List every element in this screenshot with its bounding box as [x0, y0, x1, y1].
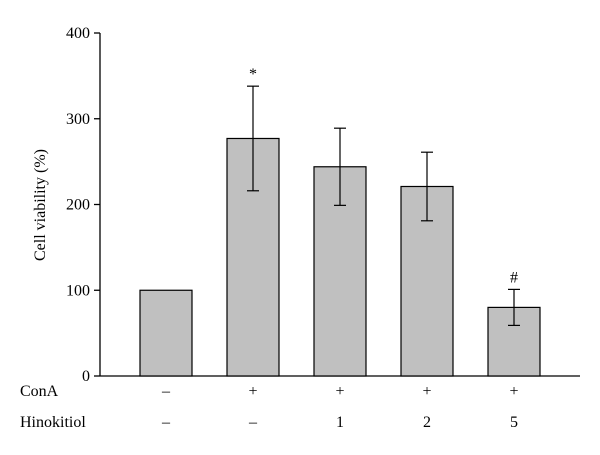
condition-value: +	[422, 383, 431, 400]
condition-value: –	[161, 414, 171, 431]
y-tick-label: 0	[82, 368, 90, 385]
condition-rows: ConA – + + + + Hinokitiol – – 1 2 5	[20, 383, 519, 431]
condition-label: Hinokitiol	[20, 414, 86, 431]
condition-value: –	[248, 414, 258, 431]
significance-marker: *	[249, 66, 257, 83]
y-tick-label: 300	[66, 111, 90, 128]
condition-value: –	[161, 383, 171, 400]
condition-value: 2	[423, 414, 431, 431]
y-tick-label: 200	[66, 197, 90, 214]
significance-marker: #	[510, 269, 518, 286]
bar	[139, 289, 193, 377]
y-tick-label: 400	[66, 25, 90, 42]
condition-value: +	[509, 383, 518, 400]
condition-label: ConA	[20, 383, 59, 400]
condition-value: +	[248, 383, 257, 400]
condition-value: 5	[510, 414, 518, 431]
y-axis-label: Cell viability (%)	[32, 149, 49, 261]
condition-value: +	[335, 383, 344, 400]
bars: *#	[139, 66, 541, 377]
condition-value: 1	[336, 414, 344, 431]
y-tick-label: 100	[66, 282, 90, 299]
